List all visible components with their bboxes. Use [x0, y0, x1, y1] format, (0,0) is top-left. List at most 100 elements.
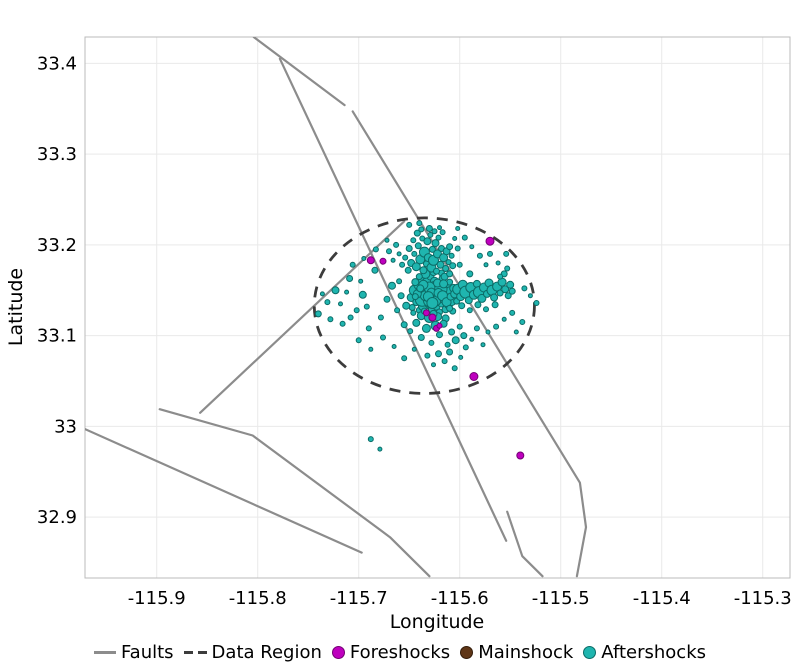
aftershock-point: [390, 257, 396, 263]
aftershock-point: [413, 229, 421, 237]
y-tick-label: 33.2: [37, 235, 77, 256]
fault-line: [252, 37, 346, 107]
foreshock-dot-icon: [331, 645, 345, 659]
aftershock-point: [411, 262, 421, 272]
aftershock-point: [411, 346, 417, 352]
aftershock-point: [490, 293, 499, 302]
plot-canvas: -115.9 -115.8 -115.7 -115.6 -115.5 -115.4 -115…: [5, 36, 792, 633]
aftershock-point: [358, 290, 367, 299]
y-tick-label: 33.3: [37, 144, 77, 165]
aftershock-point: [491, 301, 499, 309]
data-region: [312, 216, 536, 395]
aftershock-point: [410, 237, 417, 244]
plot-frame: [84, 36, 791, 579]
mainshock-dot-icon: [460, 645, 474, 659]
aftershock-point: [410, 309, 417, 316]
aftershock-point: [435, 234, 442, 241]
aftershock-point: [474, 301, 482, 309]
aftershock-point: [319, 291, 325, 297]
aftershock-point: [339, 320, 346, 327]
aftershock-point: [406, 221, 413, 228]
legend-item-foreshocks: Foreshocks: [331, 641, 451, 663]
x-tick-label: -115.7: [330, 588, 388, 609]
aftershock-dot-icon: [583, 645, 597, 659]
legend-label: Faults: [120, 641, 174, 663]
aftershock-point: [439, 229, 446, 236]
aftershock-point: [485, 329, 491, 335]
aftershock-point: [446, 243, 454, 251]
aftershock-point: [503, 250, 510, 257]
aftershock-point: [454, 245, 461, 252]
aftershock-point: [441, 358, 448, 365]
aftershock-point: [461, 234, 468, 241]
y-tick-label: 32.9: [37, 507, 77, 528]
aftershock-point: [449, 262, 457, 270]
aftershock-point: [417, 334, 425, 341]
aftershock-point: [501, 285, 510, 294]
aftershock-point: [458, 354, 464, 360]
foreshock-point: [366, 256, 375, 265]
aftershock-point: [436, 331, 443, 339]
aftershock-point: [506, 280, 515, 289]
aftershock-point: [460, 332, 468, 340]
legend-item-data-region: Data Region: [183, 641, 322, 663]
aftershock-point: [353, 307, 360, 314]
x-tick-label: -115.6: [431, 588, 489, 609]
legend-label: Foreshocks: [349, 641, 451, 663]
aftershock-point: [314, 310, 322, 318]
aftershock-point: [391, 344, 397, 349]
aftershock-point: [400, 321, 408, 329]
aftershock-point: [483, 262, 489, 268]
aftershock-point: [411, 278, 420, 287]
aftershock-point: [331, 286, 340, 295]
aftershock-point: [446, 348, 454, 356]
aftershock-point: [349, 261, 356, 268]
y-tick-label: 33.1: [37, 326, 77, 347]
data-region-ellipse: [312, 216, 536, 395]
aftershock-point: [344, 289, 350, 295]
aftershock-point: [425, 225, 433, 232]
aftershock-point: [421, 323, 431, 333]
legend-label: Data Region: [211, 641, 322, 663]
aftershock-point: [436, 260, 445, 269]
aftershock-point: [469, 336, 475, 342]
aftershock-point: [404, 266, 412, 274]
aftershock-point: [416, 284, 425, 293]
aftershock-point: [346, 275, 354, 282]
aftershock-point: [504, 292, 512, 300]
aftershock-point: [401, 355, 408, 362]
aftershock-point: [372, 246, 379, 253]
aftershock-point: [445, 259, 452, 266]
fault-line: [278, 57, 508, 542]
legend-label: Mainshock: [478, 641, 574, 663]
aftershock-point: [396, 251, 402, 257]
aftershock-point: [419, 266, 428, 275]
fault-line: [158, 408, 431, 578]
legend-label: Aftershocks: [601, 641, 707, 663]
aftershock-point: [411, 293, 419, 301]
aftershock-point: [358, 278, 364, 284]
aftershock-point: [412, 318, 421, 327]
aftershock-point: [473, 325, 480, 332]
aftershock-point: [476, 252, 483, 259]
aftershock-point: [386, 248, 392, 255]
aftershock-point: [368, 346, 374, 352]
aftershock-point: [393, 241, 400, 248]
x-tick-label: -115.8: [229, 588, 287, 609]
aftershock-point: [435, 350, 442, 358]
aftershock-point: [442, 265, 450, 272]
aftershock-point: [415, 273, 423, 281]
y-axis-title: Latitude: [5, 268, 27, 346]
aftershock-point: [446, 304, 454, 312]
aftershock-point: [418, 226, 425, 233]
aftershock-point: [504, 265, 511, 272]
aftershock-point: [361, 256, 367, 261]
aftershock-point: [508, 287, 516, 295]
dash-icon: [183, 650, 193, 654]
aftershock-point: [424, 352, 431, 359]
foreshock-point: [379, 257, 387, 265]
aftershock-point: [338, 301, 343, 307]
aftershock-point: [384, 237, 390, 243]
aftershock-point: [431, 228, 438, 235]
